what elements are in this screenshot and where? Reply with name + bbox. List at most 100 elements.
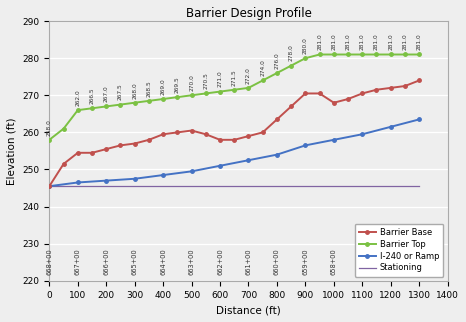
- Line: Barrier Top: Barrier Top: [48, 53, 421, 142]
- Text: 270.0: 270.0: [189, 74, 194, 91]
- Text: 262.0: 262.0: [75, 89, 80, 106]
- Barrier Base: [118, 143, 123, 147]
- Text: 661+00: 661+00: [246, 249, 252, 275]
- I-240 or Ramp: [331, 138, 336, 142]
- Barrier Top: [175, 95, 180, 99]
- Barrier Base: [359, 91, 365, 95]
- Barrier Top: [103, 105, 109, 109]
- Text: 658+00: 658+00: [331, 249, 337, 275]
- Text: 269.5: 269.5: [175, 76, 180, 93]
- I-240 or Ramp: [217, 164, 223, 168]
- Barrier Top: [189, 93, 194, 97]
- Text: 281.0: 281.0: [374, 33, 379, 50]
- I-240 or Ramp: [417, 118, 422, 121]
- Barrier Base: [260, 130, 266, 134]
- Barrier Base: [246, 134, 251, 138]
- Text: 666+00: 666+00: [103, 249, 109, 275]
- Barrier Base: [302, 91, 308, 95]
- Barrier Base: [288, 105, 294, 109]
- Text: 659+00: 659+00: [302, 249, 308, 275]
- Barrier Top: [146, 99, 152, 103]
- I-240 or Ramp: [47, 184, 52, 188]
- X-axis label: Distance (ft): Distance (ft): [216, 305, 281, 315]
- Barrier Top: [417, 52, 422, 56]
- Text: 268.5: 268.5: [146, 80, 151, 97]
- Barrier Top: [288, 64, 294, 68]
- I-240 or Ramp: [103, 179, 109, 183]
- Barrier Top: [118, 103, 123, 107]
- Barrier Top: [402, 52, 408, 56]
- Text: 664+00: 664+00: [160, 249, 166, 275]
- Text: 663+00: 663+00: [189, 249, 195, 275]
- Barrier Top: [47, 138, 52, 142]
- Barrier Base: [402, 84, 408, 88]
- Text: 665+00: 665+00: [132, 249, 137, 275]
- Text: 281.0: 281.0: [417, 33, 422, 50]
- I-240 or Ramp: [189, 169, 194, 173]
- I-240 or Ramp: [359, 132, 365, 136]
- Barrier Top: [331, 52, 336, 56]
- Text: 281.0: 281.0: [317, 33, 322, 50]
- Line: Barrier Base: Barrier Base: [48, 79, 421, 188]
- I-240 or Ramp: [132, 177, 137, 181]
- Barrier Base: [203, 132, 209, 136]
- I-240 or Ramp: [302, 143, 308, 147]
- Barrier Base: [103, 147, 109, 151]
- I-240 or Ramp: [75, 181, 81, 185]
- Barrier Base: [331, 101, 336, 105]
- Text: 656+00: 656+00: [388, 249, 394, 275]
- Barrier Top: [61, 127, 66, 131]
- Text: 274.0: 274.0: [260, 60, 265, 76]
- Text: 270.5: 270.5: [203, 72, 208, 89]
- Barrier Top: [302, 56, 308, 60]
- Barrier Top: [246, 86, 251, 90]
- Title: Barrier Design Profile: Barrier Design Profile: [185, 7, 311, 20]
- Barrier Top: [345, 52, 351, 56]
- Barrier Top: [203, 91, 209, 95]
- Legend: Barrier Base, Barrier Top, I-240 or Ramp, Stationing: Barrier Base, Barrier Top, I-240 or Ramp…: [355, 223, 444, 277]
- Text: 267.0: 267.0: [104, 86, 109, 102]
- Barrier Top: [75, 108, 81, 112]
- Barrier Base: [189, 128, 194, 132]
- Text: 276.0: 276.0: [274, 52, 280, 69]
- Text: 668+00: 668+00: [46, 249, 52, 275]
- Text: 667+00: 667+00: [75, 249, 81, 275]
- Text: 268.0: 268.0: [132, 82, 137, 99]
- I-240 or Ramp: [246, 158, 251, 162]
- Barrier Base: [232, 138, 237, 142]
- Barrier Top: [359, 52, 365, 56]
- Barrier Top: [89, 106, 95, 110]
- Text: 278.0: 278.0: [288, 44, 294, 62]
- Text: 281.0: 281.0: [360, 33, 365, 50]
- Barrier Base: [274, 118, 280, 121]
- Text: 281.0: 281.0: [403, 33, 407, 50]
- Barrier Base: [317, 91, 322, 95]
- Barrier Base: [160, 132, 166, 136]
- Barrier Base: [47, 184, 52, 188]
- Barrier Base: [217, 138, 223, 142]
- Barrier Base: [374, 88, 379, 92]
- Barrier Top: [160, 97, 166, 101]
- Barrier Base: [132, 142, 137, 146]
- I-240 or Ramp: [274, 153, 280, 156]
- Text: 271.0: 271.0: [218, 71, 223, 88]
- Barrier Top: [274, 71, 280, 75]
- Barrier Base: [417, 79, 422, 82]
- Barrier Base: [61, 162, 66, 166]
- Text: 280.0: 280.0: [303, 37, 308, 54]
- Barrier Top: [132, 101, 137, 105]
- Text: 258.0: 258.0: [47, 119, 52, 136]
- Text: 660+00: 660+00: [274, 249, 280, 275]
- Barrier Base: [75, 151, 81, 155]
- Barrier Top: [374, 52, 379, 56]
- Barrier Top: [317, 52, 322, 56]
- Text: 272.0: 272.0: [246, 67, 251, 84]
- Barrier Top: [260, 79, 266, 82]
- Barrier Base: [89, 151, 95, 155]
- Text: 266.5: 266.5: [89, 88, 95, 104]
- I-240 or Ramp: [388, 125, 393, 129]
- Barrier Top: [388, 52, 393, 56]
- Text: 271.5: 271.5: [232, 69, 237, 86]
- Text: 662+00: 662+00: [217, 249, 223, 275]
- Barrier Base: [146, 138, 152, 142]
